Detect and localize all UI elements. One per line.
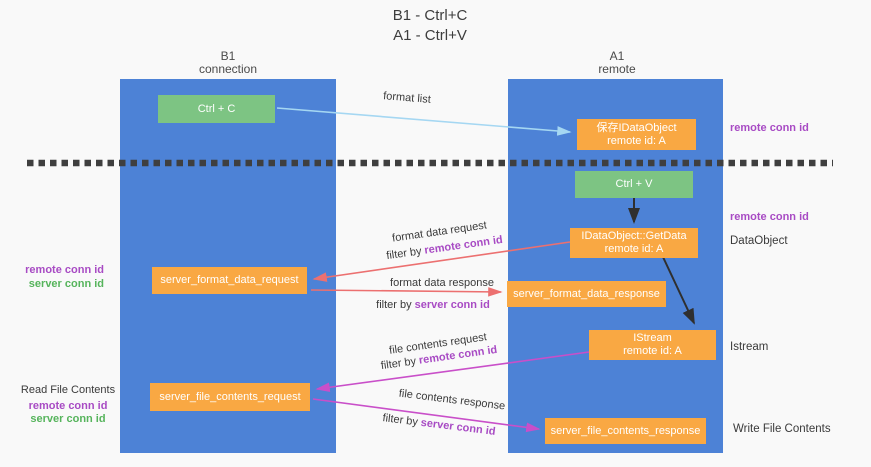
filter-by-text: filter by	[385, 245, 423, 263]
left-column-role: connection	[198, 62, 258, 76]
file-contents-response-filter-label: filter by server conn id	[360, 409, 518, 440]
filter-by-text: filter by	[381, 412, 419, 429]
remote-conn-id-label-mid: remote conn id	[730, 211, 809, 223]
left-conn-id-group-1: remote conn id server conn id	[16, 264, 104, 291]
ctrl-c-node: Ctrl + C	[158, 95, 275, 123]
save-idataobject-line2: remote id: A	[607, 134, 666, 147]
save-idataobject-node: 保存IDataObject remote id: A	[577, 119, 696, 150]
server-file-contents-request-node: server_file_contents_request	[150, 383, 310, 411]
istream-side-label: Istream	[730, 341, 769, 353]
server-conn-id-text: server conn id	[420, 416, 497, 438]
idataobject-getdata-node: IDataObject::GetData remote id: A	[570, 228, 698, 258]
right-column-name: A1	[609, 49, 625, 63]
format-list-edge-label: format list	[382, 90, 432, 106]
left-column-name: B1	[220, 49, 236, 63]
ctrl-v-label: Ctrl + V	[615, 178, 653, 190]
title-line-2: A1 - Ctrl+V	[393, 27, 467, 44]
server-format-data-request-label: server_format_data_request	[160, 274, 299, 286]
ctrl-v-node: Ctrl + V	[575, 171, 693, 198]
format-data-response-arrow	[310, 287, 503, 297]
save-idataobject-line1: 保存IDataObject	[596, 121, 677, 134]
file-contents-response-edge-label: file contents response	[398, 387, 506, 413]
server-conn-id-text: server conn id	[414, 299, 490, 311]
format-data-response-edge-label: format data response	[390, 277, 494, 289]
read-file-contents-group: Read File Contents remote conn id server…	[18, 384, 118, 427]
server-file-contents-request-label: server_file_contents_request	[159, 390, 301, 403]
dataobject-label: DataObject	[730, 235, 788, 247]
read-file-contents-label: Read File Contents	[20, 384, 116, 396]
left-column-header: B1 connection	[145, 50, 311, 76]
format-data-response-filter-label: filter by server conn id	[373, 299, 493, 311]
filter-by-text: filter by	[380, 355, 417, 373]
left-server-conn-id-2: server conn id	[30, 413, 106, 425]
istream-line2: remote id: A	[623, 345, 682, 357]
left-server-conn-id-1: server conn id	[28, 277, 104, 290]
left-remote-conn-id-2: remote conn id	[28, 399, 108, 412]
server-file-contents-response-node: server_file_contents_response	[545, 418, 706, 444]
istream-node: IStream remote id: A	[589, 330, 716, 360]
title-line-1: B1 - Ctrl+C	[392, 7, 468, 24]
getdata-line2: remote id: A	[604, 243, 664, 255]
server-file-contents-response-label: server_file_contents_response	[550, 424, 701, 437]
server-format-data-response-label: server_format_data_response	[513, 287, 660, 300]
write-file-contents-label: Write File Contents	[733, 423, 831, 435]
right-column-header: A1 remote	[547, 50, 687, 76]
remote-conn-id-label-top: remote conn id	[730, 122, 809, 134]
left-remote-conn-id-1: remote conn id	[25, 264, 104, 276]
right-column-role: remote	[598, 62, 636, 76]
server-format-data-request-node: server_format_data_request	[152, 267, 307, 294]
filter-by-text: filter by	[376, 299, 412, 311]
getdata-line1: IDataObject::GetData	[581, 230, 687, 242]
ctrl-c-label: Ctrl + C	[197, 102, 236, 115]
diagram-title: B1 - Ctrl+C A1 - Ctrl+V	[330, 6, 530, 46]
server-format-data-response-node: server_format_data_response	[507, 281, 666, 307]
istream-line1: IStream	[633, 332, 672, 344]
